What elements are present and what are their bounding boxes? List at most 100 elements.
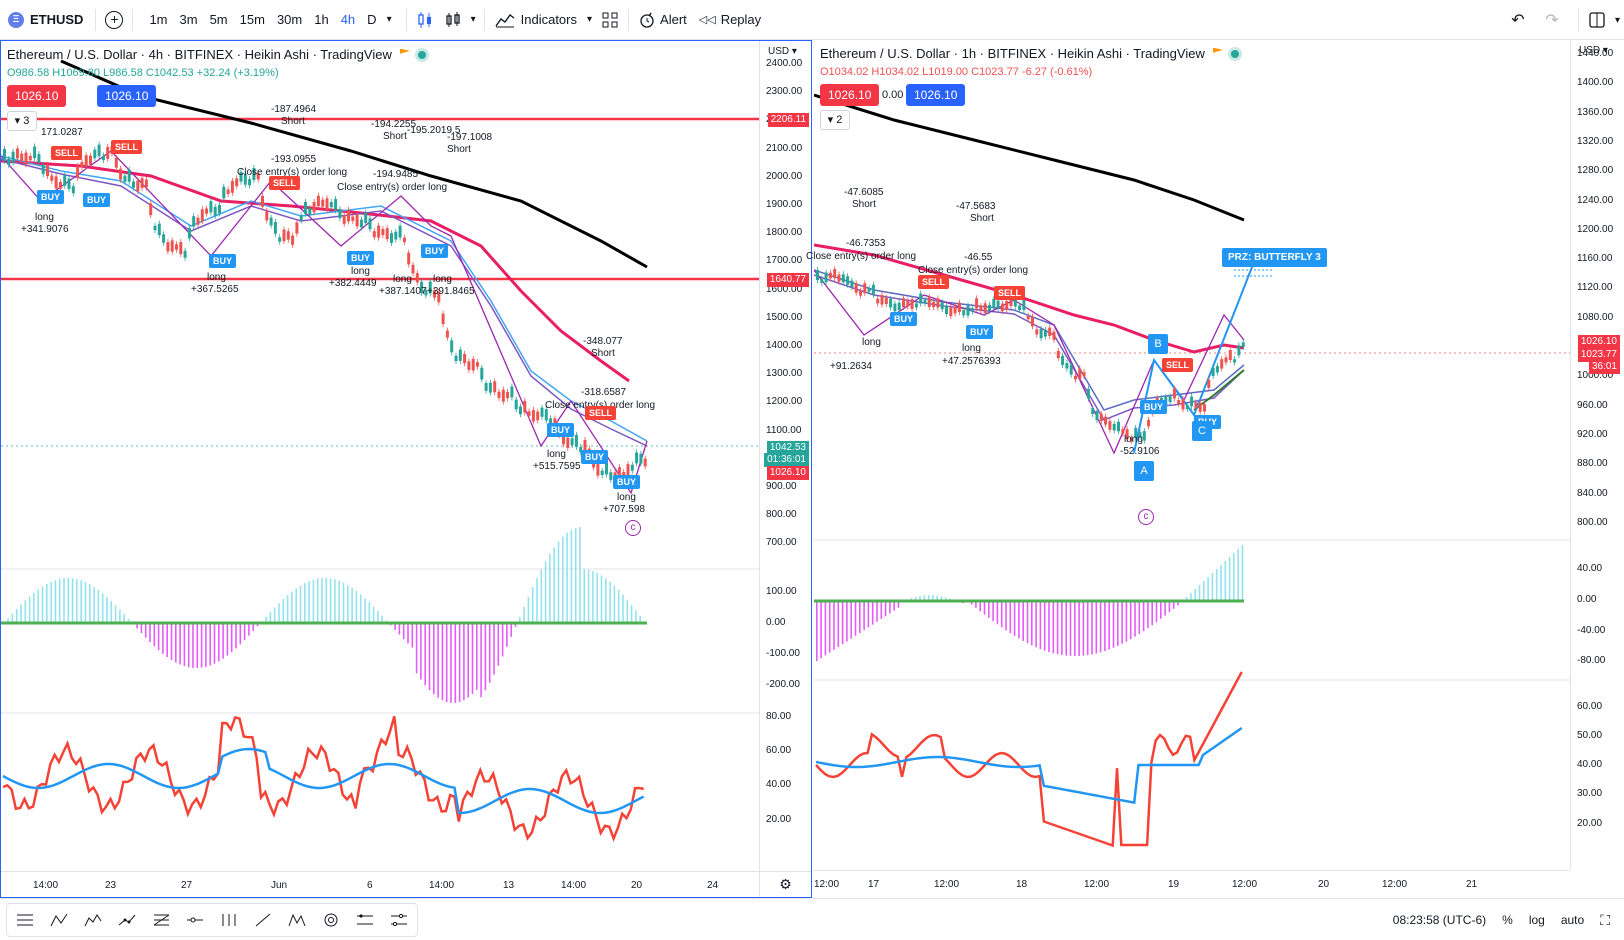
macd-histogram-bar bbox=[24, 600, 27, 623]
candle-body bbox=[11, 151, 15, 163]
buy-signal-tag[interactable]: BUY bbox=[37, 190, 65, 204]
trend-tools-button[interactable] bbox=[11, 906, 39, 934]
elliott-wave-button[interactable] bbox=[79, 906, 107, 934]
candle-body bbox=[230, 180, 234, 193]
buy-signal-tag[interactable]: BUY bbox=[966, 325, 994, 339]
chart-settings-button[interactable]: ⚙ bbox=[759, 871, 811, 897]
toolbar-divider bbox=[628, 8, 630, 31]
time-axis-1h[interactable]: 12:00 17 12:00 18 12:00 19 12:00 20 12:00 21 bbox=[814, 870, 1570, 898]
buy-price-button[interactable]: 1026.10 bbox=[97, 85, 157, 107]
clock-timezone[interactable]: 08:23:58 (UTC-6) bbox=[1392, 913, 1487, 927]
buy-signal-tag[interactable]: BUY bbox=[83, 193, 111, 207]
buy-signal-tag[interactable]: BUY bbox=[347, 251, 375, 265]
buy-signal-tag[interactable]: BUY bbox=[547, 423, 575, 437]
macd-histogram-bar bbox=[316, 578, 319, 623]
chart-title: Ethereum / U.S. Dollar · 1h · BITFINEX ·… bbox=[820, 46, 1205, 61]
sell-price-button[interactable]: 1026.10 bbox=[7, 85, 67, 107]
macd-histogram-bar bbox=[424, 623, 426, 686]
sell-signal-tag[interactable]: SELL bbox=[111, 140, 143, 154]
currency-dropdown[interactable]: USD ▾ bbox=[768, 46, 797, 57]
chart-canvas-4h[interactable] bbox=[1, 41, 813, 899]
chevron-down-icon[interactable]: ▾ bbox=[587, 14, 593, 25]
templates-button[interactable] bbox=[596, 5, 624, 35]
layout-button[interactable] bbox=[1583, 5, 1611, 35]
sell-signal-tag[interactable]: SELL bbox=[918, 275, 950, 289]
price-tick: 2100.00 bbox=[766, 142, 803, 154]
interval-D[interactable]: D bbox=[367, 11, 377, 27]
chevron-down-icon[interactable]: ▾ bbox=[1614, 14, 1620, 26]
flag-icon[interactable] bbox=[1212, 47, 1223, 53]
interval-15m[interactable]: 15m bbox=[239, 11, 265, 27]
candle-body bbox=[252, 168, 256, 181]
macd-histogram-bar bbox=[493, 623, 495, 675]
redo-button[interactable]: ↷ bbox=[1538, 5, 1566, 35]
buy-signal-tag[interactable]: BUY bbox=[1140, 400, 1168, 414]
buy-signal-tag[interactable]: BUY bbox=[209, 254, 237, 268]
price-axis-1h[interactable]: USD ▾ 1440.00 1400.00 1360.00 1320.00 1280.0… bbox=[1570, 40, 1622, 870]
collapse-studies-button[interactable]: ▾ 2 bbox=[820, 110, 850, 130]
price-axis-4h[interactable]: USD ▾ 2400.002300.002200.002100.002000.0… bbox=[759, 41, 811, 871]
undo-button[interactable]: ↶ bbox=[1504, 5, 1532, 35]
heikin-ashi-button[interactable] bbox=[439, 5, 467, 35]
replay-button[interactable]: ◁◁ Replay bbox=[693, 0, 767, 40]
buy-signal-tag[interactable]: BUY bbox=[421, 244, 449, 258]
candle-body bbox=[420, 281, 424, 293]
interval-1m[interactable]: 1m bbox=[149, 11, 168, 27]
path-tool-button[interactable] bbox=[113, 906, 141, 934]
interval-30m[interactable]: 30m bbox=[276, 11, 303, 27]
auto-scale-toggle[interactable]: auto bbox=[1560, 913, 1585, 927]
compare-symbol-button[interactable]: + bbox=[100, 5, 128, 35]
horizontal-ray-button[interactable] bbox=[181, 906, 209, 934]
buy-signal-tag[interactable]: BUY bbox=[890, 312, 918, 326]
candle-body bbox=[970, 308, 974, 312]
cycle-tool-button[interactable] bbox=[317, 906, 345, 934]
fullscreen-button[interactable]: ⛶ bbox=[1600, 911, 1610, 928]
sell-signal-tag[interactable]: SELL bbox=[51, 146, 83, 160]
channel-tool-button[interactable] bbox=[351, 906, 379, 934]
chart-pane-1h[interactable]: Ethereum / U.S. Dollar · 1h · BITFINEX ·… bbox=[806, 40, 1624, 898]
strategy-annotation: Close entry(s) order long bbox=[237, 167, 348, 178]
trend-line-button[interactable] bbox=[249, 906, 277, 934]
currency-dropdown[interactable]: USD ▾ bbox=[1579, 45, 1608, 56]
interval-4h[interactable]: 4h bbox=[340, 11, 356, 27]
candle-body bbox=[407, 252, 411, 265]
vertical-lines-button[interactable] bbox=[215, 906, 243, 934]
time-axis-4h[interactable]: 14:00 23 27 Jun 6 14:00 13 14:00 20 24 bbox=[1, 871, 759, 899]
sell-price-button[interactable]: 1026.10 bbox=[820, 84, 880, 106]
chart-pane-4h[interactable]: Ethereum / U.S. Dollar · 4h · BITFINEX ·… bbox=[0, 40, 812, 898]
indicators-button[interactable]: Indicators bbox=[489, 0, 583, 40]
buy-price-button[interactable]: 1026.10 bbox=[906, 84, 966, 106]
collapse-studies-button[interactable]: ▾ 3 bbox=[7, 111, 37, 131]
sell-signal-tag[interactable]: SELL bbox=[994, 286, 1026, 300]
chevron-down-icon[interactable]: ▾ bbox=[470, 14, 476, 25]
chevron-down-icon[interactable]: ▾ bbox=[386, 14, 392, 25]
log-scale-toggle[interactable]: log bbox=[1528, 913, 1545, 927]
candle-body bbox=[1018, 305, 1022, 311]
sell-signal-tag[interactable]: SELL bbox=[585, 406, 617, 420]
candle-body bbox=[342, 215, 346, 224]
buy-signal-tag[interactable]: BUY bbox=[581, 450, 609, 464]
flag-icon[interactable] bbox=[399, 48, 410, 54]
sell-signal-tag[interactable]: SELL bbox=[1162, 358, 1194, 372]
measure-tool-button[interactable] bbox=[385, 906, 413, 934]
macd-histogram-bar bbox=[816, 601, 818, 661]
candle-body bbox=[1125, 429, 1129, 440]
sell-signal-tag[interactable]: SELL bbox=[269, 176, 301, 190]
macd-histogram-bar bbox=[243, 623, 246, 641]
macd-histogram-bar bbox=[574, 527, 577, 623]
macd-histogram-bar bbox=[1151, 601, 1153, 626]
chart-canvas-1h[interactable] bbox=[814, 40, 1624, 898]
candle-body bbox=[1207, 379, 1211, 388]
interval-3m[interactable]: 3m bbox=[179, 11, 198, 27]
ohlc-open: O986.58 bbox=[7, 67, 50, 79]
percent-scale-toggle[interactable]: % bbox=[1502, 913, 1513, 927]
pattern-tool-button[interactable] bbox=[283, 906, 311, 934]
fib-tool-button[interactable] bbox=[147, 906, 175, 934]
interval-5m[interactable]: 5m bbox=[209, 11, 228, 27]
buy-signal-tag[interactable]: BUY bbox=[613, 475, 641, 489]
symbol-search-button[interactable]: Ξ ETHUSD bbox=[0, 5, 91, 35]
abcd-pattern-button[interactable] bbox=[45, 906, 73, 934]
interval-1h[interactable]: 1h bbox=[314, 11, 329, 27]
bar-style-candles-button[interactable] bbox=[411, 5, 439, 35]
alert-button[interactable]: Alert bbox=[633, 0, 693, 40]
